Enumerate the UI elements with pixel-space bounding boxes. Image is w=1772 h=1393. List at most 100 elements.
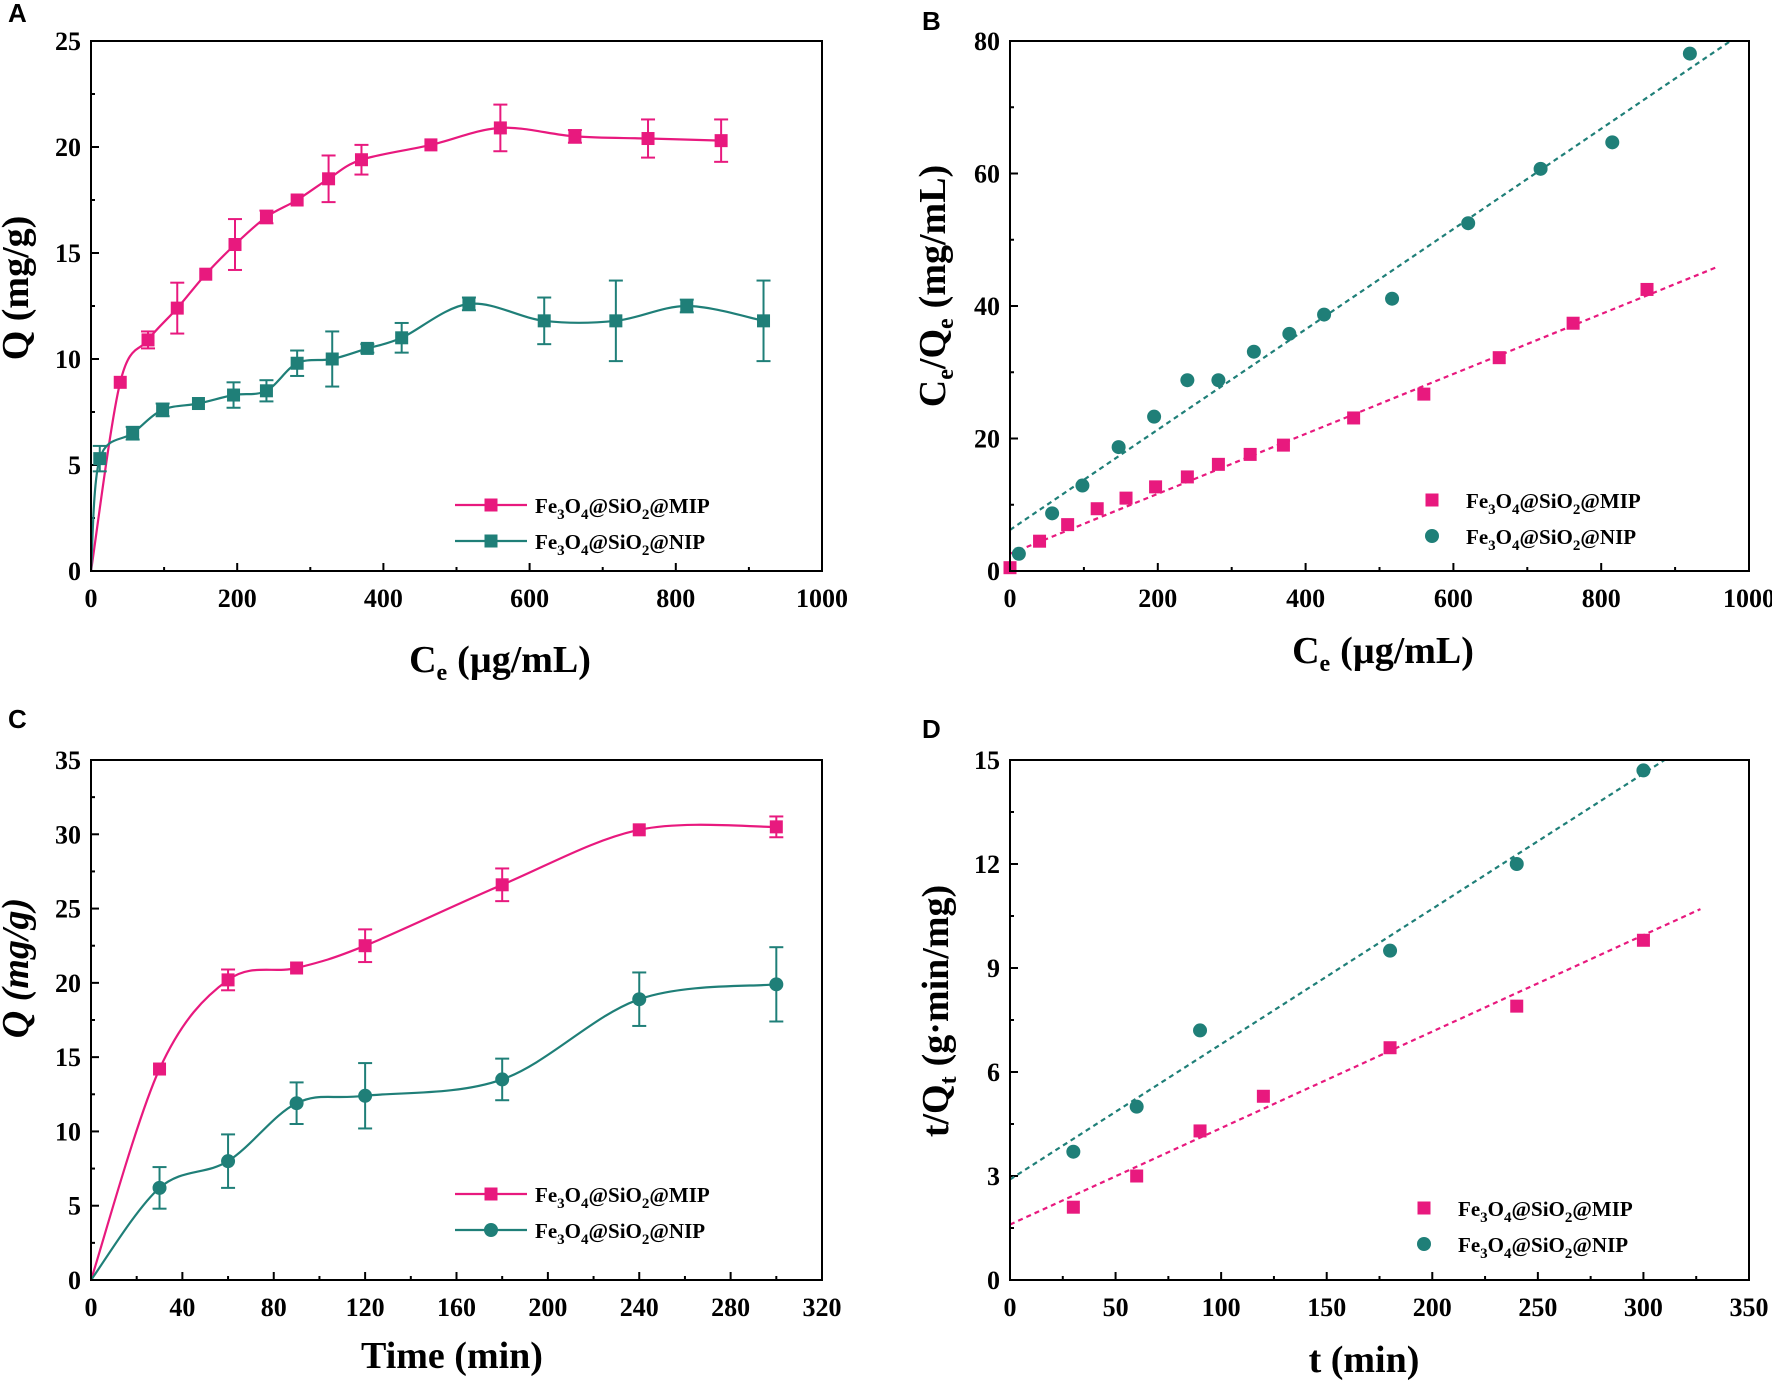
- legend-text-part: 3: [1480, 1246, 1488, 1262]
- panel-b-data-point-mip: [1640, 282, 1654, 296]
- panel-a-legend-label-mip: Fe3O4@SiO2@MIP: [535, 494, 710, 523]
- panel-d-plot-area: [1010, 760, 1701, 1226]
- panel-b-data-point-nip: [1533, 161, 1548, 176]
- panel-a-y-tick-label: 10: [55, 345, 81, 374]
- panel-d-y-axis-title: t/Qt(g·min/mg): [915, 885, 962, 1137]
- panel-a-data-point-mip: [259, 210, 273, 224]
- panel-a-data-point-mip: [354, 153, 368, 167]
- legend-text-part: 3: [557, 543, 565, 559]
- legend-text-part: O: [1488, 1233, 1504, 1257]
- panel-c-x-tick-label: 120: [346, 1293, 385, 1322]
- panel-c-data-point-nip: [495, 1072, 510, 1087]
- legend-text-part: O: [565, 530, 581, 554]
- panel-a-data-point-nip: [126, 426, 140, 440]
- panel-b-y-tick-label: 20: [974, 425, 1000, 454]
- panel-b-legend-marker-mip: [1425, 493, 1439, 507]
- panel-c-data-point-mip: [358, 939, 372, 953]
- panel-b-y-tick-label: 80: [974, 27, 1000, 56]
- legend-text-part: 2: [642, 1196, 650, 1212]
- panel-a-data-point-mip: [199, 267, 213, 281]
- panel-a-data-point-mip: [228, 238, 242, 252]
- panel-a-data-point-mip: [424, 138, 438, 152]
- panel-a-data-point-mip: [322, 172, 336, 186]
- panel-b-legend-entry-nip: Fe3O4@SiO2@NIP: [1425, 525, 1636, 554]
- legend-text-part: 4: [1512, 538, 1520, 554]
- panel-c-data-point-mip: [221, 973, 235, 987]
- panel-c-x-tick-label: 200: [528, 1293, 567, 1322]
- legend-text-part: 4: [1504, 1246, 1512, 1262]
- panel-d-legend-label-nip: Fe3O4@SiO2@NIP: [1458, 1233, 1628, 1262]
- legend-text-part: @SiO: [589, 494, 642, 518]
- panel-b-data-point-nip: [1282, 326, 1297, 341]
- panel-b-data-point-mip: [1276, 438, 1290, 452]
- panel-a-data-point-nip: [93, 452, 107, 466]
- panel-d-x-axis-title: t (min): [1309, 1339, 1420, 1381]
- panel-b-data-point-nip: [1147, 409, 1162, 424]
- panel-c-y-tick-label: 5: [68, 1192, 81, 1221]
- legend-text-part: 4: [1504, 1210, 1512, 1226]
- panel-c-y-axis-title: Q (mg/g): [0, 898, 37, 1038]
- panel-d-data-point-mip: [1256, 1089, 1270, 1103]
- panel-b-x-tick-label: 0: [1004, 584, 1017, 613]
- panel-d-x-tick-label: 250: [1518, 1293, 1557, 1322]
- panel-c-data-point-mip: [495, 878, 509, 892]
- panel-b-data-point-nip: [1045, 506, 1060, 521]
- panel-c-data-point-nip: [769, 977, 784, 992]
- panel-c-x-tick-label: 40: [169, 1293, 195, 1322]
- legend-text-part: @SiO: [1520, 489, 1573, 513]
- panel-a-legend-entry-mip: Fe3O4@SiO2@MIP: [455, 494, 710, 523]
- panel-label-c: C: [8, 704, 27, 734]
- panel-b-y-tick-label: 40: [974, 292, 1000, 321]
- panel-d-x-tick-label: 50: [1103, 1293, 1129, 1322]
- panel-c-y-tick-label: 15: [55, 1043, 81, 1072]
- panel-a-data-point-mip: [493, 121, 507, 135]
- legend-text-part: 4: [581, 1232, 589, 1248]
- panel-d-data-point-nip: [1636, 763, 1651, 778]
- panel-c-legend-label-mip: Fe3O4@SiO2@MIP: [535, 1183, 710, 1212]
- panel-a-y-tick-label: 0: [68, 557, 81, 586]
- legend-text-part: O: [1496, 525, 1512, 549]
- legend-text-part: 4: [1512, 502, 1520, 518]
- panel-b-data-point-nip: [1461, 216, 1476, 231]
- panel-c-x-tick-label: 160: [437, 1293, 476, 1322]
- panel-a-axes-frame: [90, 40, 823, 572]
- panel-b-data-point-nip: [1011, 546, 1026, 561]
- panel-d-data-point-nip: [1066, 1144, 1081, 1159]
- panel-b-data-point-mip: [1180, 470, 1194, 484]
- panel-b-data-point-mip: [1149, 480, 1163, 494]
- panel-a-legend-marker-nip: [484, 534, 498, 548]
- panel-label-a: A: [8, 0, 27, 28]
- panel-d-legend-label-mip: Fe3O4@SiO2@MIP: [1458, 1197, 1633, 1226]
- panel-a-data-point-nip: [156, 403, 170, 417]
- panel-a-data-point-nip: [395, 331, 409, 345]
- panel-a-y-axis-title: Q (mg/g): [0, 216, 37, 361]
- panel-c-x-tick-label: 280: [711, 1293, 750, 1322]
- panel-d-data-point-mip: [1066, 1200, 1080, 1214]
- legend-text-part: Fe: [1458, 1233, 1480, 1257]
- panel-d-legend-marker-nip: [1417, 1237, 1431, 1251]
- panel-d-y-tick-label: 0: [987, 1266, 1000, 1295]
- panel-d-x-tick-label: 150: [1307, 1293, 1346, 1322]
- panel-d-x-tick-label: 0: [1004, 1293, 1017, 1322]
- legend-text-part: 3: [1488, 502, 1496, 518]
- panel-a-x-axis-title: Ce (µg/mL): [409, 639, 591, 686]
- legend-text-part: 4: [581, 1196, 589, 1212]
- panel-a-data-point-mip: [641, 132, 655, 146]
- panel-b-axes-frame: [1009, 40, 1750, 572]
- panel-c-series-line-mip: [91, 823, 777, 1280]
- legend-text-part: O: [565, 1219, 581, 1243]
- legend-text-part: 3: [1480, 1210, 1488, 1226]
- panel-d-fit-line-mip: [1010, 908, 1701, 1226]
- panel-b-data-point-mip: [1033, 534, 1047, 548]
- panel-d-data-point-nip: [1383, 943, 1398, 958]
- panel-c-y-tick-label: 10: [55, 1117, 81, 1146]
- legend-text-part: O: [1496, 489, 1512, 513]
- panel-d-y-tick-label: 9: [987, 954, 1000, 983]
- panel-c-x-tick-label: 80: [261, 1293, 287, 1322]
- panel-c-x-tick-label: 0: [85, 1293, 98, 1322]
- panel-b-data-point-mip: [1061, 518, 1075, 532]
- legend-text-part: 3: [557, 1232, 565, 1248]
- panel-a-x-tick-label: 400: [364, 584, 403, 613]
- panel-a-data-point-nip: [537, 314, 551, 328]
- panel-d-legend-entry-mip: Fe3O4@SiO2@MIP: [1417, 1197, 1633, 1226]
